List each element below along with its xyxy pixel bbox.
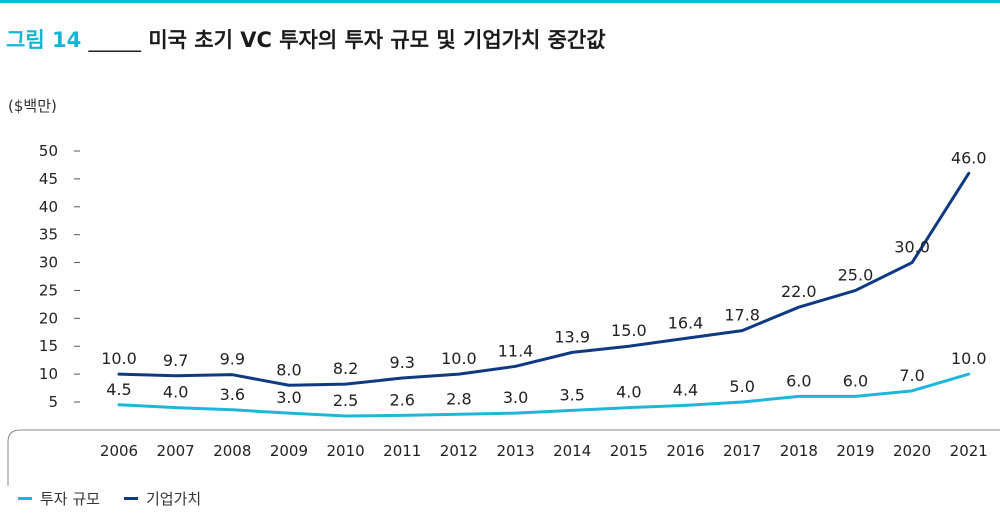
figure-number: 그림 14	[6, 28, 82, 52]
x-axis: 2006 2007 2008 2009 2010 2011 2012 2013 2014 2015…	[100, 442, 988, 460]
data-label-investment: 3.6	[220, 385, 245, 404]
data-label-investment: 4.0	[616, 383, 641, 402]
x-tick-label: 2010	[327, 442, 365, 460]
y-tick-label: 5	[48, 393, 58, 411]
legend: 투자 규모 기업가치	[18, 486, 225, 510]
x-tick-label: 2017	[723, 442, 761, 460]
y-tick-label: 25	[39, 281, 58, 299]
y-tick-label: 40	[39, 198, 58, 216]
data-label-investment: 10.0	[951, 349, 987, 368]
data-label-investment: 4.4	[673, 380, 698, 399]
x-tick-label: 2013	[496, 442, 534, 460]
y-unit-label: ($백만)	[8, 97, 57, 115]
data-label-valuation: 10.0	[441, 349, 477, 368]
x-tick-label: 2016	[666, 442, 704, 460]
data-label-investment: 6.0	[843, 371, 868, 390]
data-label-valuation: 10.0	[101, 349, 137, 368]
x-tick-label: 2011	[383, 442, 421, 460]
x-tick-label: 2006	[100, 442, 138, 460]
y-axis: 5 10 15 20 25 30 35 40 45 50	[39, 142, 80, 411]
y-tick-label: 30	[39, 254, 58, 272]
x-tick-label: 2007	[157, 442, 195, 460]
x-tick-label: 2021	[950, 442, 988, 460]
x-tick-label: 2009	[270, 442, 308, 460]
legend-label-valuation: 기업가치	[145, 489, 202, 508]
series-line-investment	[117, 372, 971, 418]
data-label-investment: 3.0	[503, 388, 528, 407]
top-rule	[0, 0, 1000, 3]
x-tick-label: 2008	[213, 442, 251, 460]
data-labels: 4.5 4.0 3.6 3.0 2.5 2.6 2.8 3.0 3.5 4.0 4.4 5.0 6.0 6…	[101, 148, 986, 410]
data-label-investment: 2.5	[333, 391, 358, 410]
data-label-valuation: 25.0	[838, 265, 874, 284]
x-tick-label: 2012	[440, 442, 478, 460]
data-label-investment: 3.5	[559, 385, 584, 404]
x-tick-label: 2019	[836, 442, 874, 460]
figure-separator: _____	[88, 28, 142, 52]
data-label-investment: 3.0	[276, 388, 301, 407]
legend-swatch-investment	[18, 496, 32, 500]
legend-item-valuation: 기업가치	[123, 488, 202, 509]
data-label-valuation: 17.8	[724, 306, 760, 325]
legend-label-investment: 투자 규모	[40, 489, 100, 508]
y-tick-label: 50	[39, 142, 58, 160]
series-line-valuation	[117, 171, 971, 387]
legend-swatch-valuation	[123, 496, 138, 500]
data-label-investment: 5.0	[729, 377, 754, 396]
series-layer	[117, 171, 971, 418]
plot-frame	[7, 429, 1000, 486]
figure-caption: 미국 초기 VC 투자의 투자 규모 및 기업가치 중간값	[148, 28, 606, 52]
data-label-valuation: 15.0	[611, 321, 647, 340]
data-label-investment: 4.0	[163, 383, 188, 402]
y-tick-label: 10	[39, 365, 58, 383]
data-label-investment: 7.0	[899, 366, 924, 385]
y-tick-label: 45	[39, 170, 58, 188]
x-tick-label: 2020	[893, 442, 931, 460]
data-label-valuation: 8.0	[276, 360, 301, 379]
data-label-valuation: 16.4	[668, 313, 704, 332]
data-label-valuation: 30.0	[894, 238, 930, 257]
y-tick-label: 15	[39, 337, 58, 355]
y-tick-label: 35	[39, 226, 58, 244]
data-label-investment: 2.8	[446, 389, 471, 408]
data-label-valuation: 9.3	[390, 353, 415, 372]
x-tick-label: 2018	[780, 442, 818, 460]
x-tick-label: 2015	[610, 442, 648, 460]
legend-item-investment: 투자 규모	[18, 488, 100, 509]
data-label-valuation: 11.4	[498, 341, 534, 360]
data-label-valuation: 8.2	[333, 359, 358, 378]
data-label-valuation: 9.9	[220, 350, 245, 369]
data-label-investment: 2.6	[390, 390, 415, 409]
data-label-investment: 6.0	[786, 371, 811, 390]
data-label-valuation: 9.7	[163, 351, 188, 370]
figure-title: 그림 14 _____ 미국 초기 VC 투자의 투자 규모 및 기업가치 중간…	[6, 20, 606, 60]
data-label-investment: 4.5	[106, 380, 131, 399]
y-tick-label: 20	[39, 309, 58, 327]
x-tick-label: 2014	[553, 442, 591, 460]
data-label-valuation: 13.9	[554, 327, 590, 346]
data-label-valuation: 22.0	[781, 282, 817, 301]
data-label-valuation: 46.0	[951, 148, 987, 167]
